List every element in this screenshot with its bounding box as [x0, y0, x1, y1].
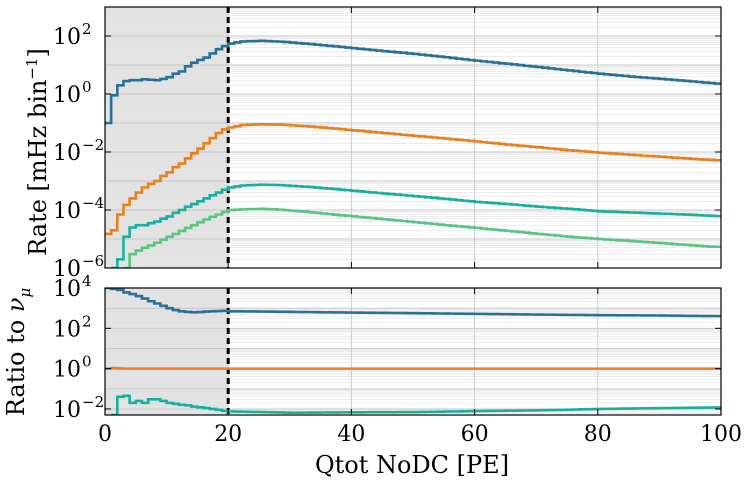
x-tick-label: 80 [584, 422, 612, 447]
bottom-series-group [105, 288, 721, 415]
y-tick-exponent: −4 [82, 194, 104, 212]
series-teal [111, 183, 721, 268]
top-excluded-region [105, 7, 229, 268]
y-tick-label: 10 [53, 25, 81, 50]
y-tick-label: 10 [53, 257, 81, 282]
y-tick-label: 10 [53, 317, 81, 342]
y-tick-exponent: 2 [82, 312, 92, 330]
y-tick-exponent: 0 [82, 353, 92, 371]
series-teal_ratio [111, 394, 721, 415]
y-tick-label: 10 [53, 277, 81, 302]
y-tick-label: 10 [53, 141, 81, 166]
y-tick-label: 10 [53, 398, 81, 423]
series-orange [105, 123, 721, 236]
x-tick-label: 60 [461, 422, 489, 447]
y-tick-exponent: −2 [82, 136, 104, 154]
series-nu_mu [105, 39, 721, 125]
y-tick-exponent: 2 [82, 20, 92, 38]
y-tick-label: 10 [53, 199, 81, 224]
series-blue_ratio [105, 288, 721, 318]
top-series-group [105, 39, 721, 268]
x-tick-label: 100 [700, 422, 742, 447]
top-y-axis-label: Rate [mHz bin−1] [23, 48, 52, 256]
y-tick-exponent: −6 [82, 252, 104, 270]
y-tick-exponent: 4 [82, 272, 92, 290]
y-tick-label: 10 [53, 83, 81, 108]
x-tick-labels: 0 20 40 60 80 100 [98, 288, 742, 447]
x-tick-label: 40 [337, 422, 365, 447]
x-tick-label: 20 [214, 422, 242, 447]
bottom-y-axis-label: Ratio to νμ [2, 288, 34, 416]
y-tick-label: 10 [53, 358, 81, 383]
y-tick-exponent: 0 [82, 78, 92, 96]
x-tick-label: 0 [98, 422, 112, 447]
top-axes-frame [104, 6, 722, 269]
x-axis-label: Qtot NoDC [PE] [315, 451, 509, 479]
y-tick-exponent: −2 [82, 393, 104, 411]
bottom-axes-frame [104, 287, 722, 416]
series-green [123, 207, 721, 268]
